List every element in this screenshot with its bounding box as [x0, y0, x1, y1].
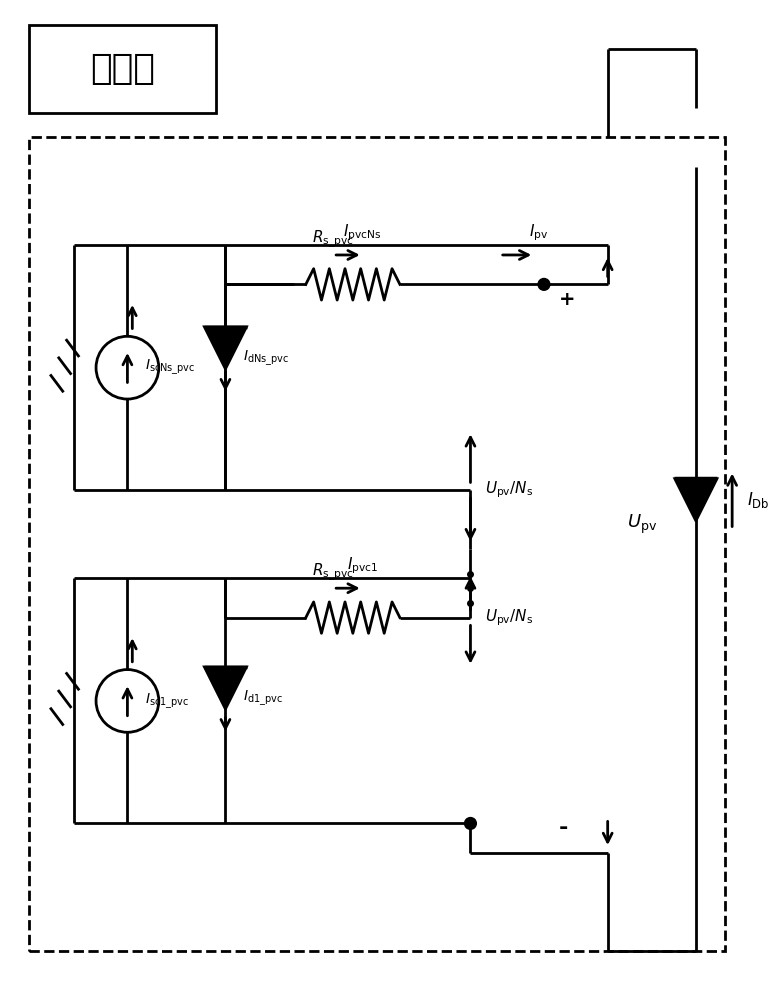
Text: $I_{\rm dNs\_pvc}$: $I_{\rm dNs\_pvc}$ [243, 348, 289, 368]
Text: $I_{\rm sc1\_pvc}$: $I_{\rm sc1\_pvc}$ [145, 691, 189, 711]
Circle shape [538, 278, 550, 290]
Text: $U_{\rm pv}$: $U_{\rm pv}$ [628, 513, 657, 536]
Bar [29, 25, 215, 113]
Text: $I_{\rm d1\_pvc}$: $I_{\rm d1\_pvc}$ [243, 688, 283, 708]
Text: $U_{\rm pv}/N_{\rm s}$: $U_{\rm pv}/N_{\rm s}$ [485, 480, 534, 500]
Circle shape [464, 818, 476, 829]
Text: $I_{\rm pv}$: $I_{\rm pv}$ [529, 223, 549, 243]
Bar [29, 137, 725, 951]
Text: $R_{\rm s\_pvc}$: $R_{\rm s\_pvc}$ [312, 562, 355, 583]
Text: $I_{\rm scNs\_pvc}$: $I_{\rm scNs\_pvc}$ [145, 358, 195, 377]
Polygon shape [674, 478, 717, 522]
Text: +: + [558, 290, 575, 309]
Text: $I_{\rm pvc1}$: $I_{\rm pvc1}$ [347, 556, 378, 576]
Text: $R_{\rm s\_pvc}$: $R_{\rm s\_pvc}$ [312, 229, 355, 250]
Polygon shape [204, 327, 247, 370]
Text: 光伏板: 光伏板 [90, 52, 155, 86]
Polygon shape [204, 667, 247, 710]
Text: $I_{\rm pvcNs}$: $I_{\rm pvcNs}$ [344, 223, 382, 243]
Text: $I_{\rm Db}$: $I_{\rm Db}$ [747, 490, 769, 510]
Text: -: - [558, 818, 568, 838]
Text: $U_{\rm pv}/N_{\rm s}$: $U_{\rm pv}/N_{\rm s}$ [485, 607, 534, 628]
